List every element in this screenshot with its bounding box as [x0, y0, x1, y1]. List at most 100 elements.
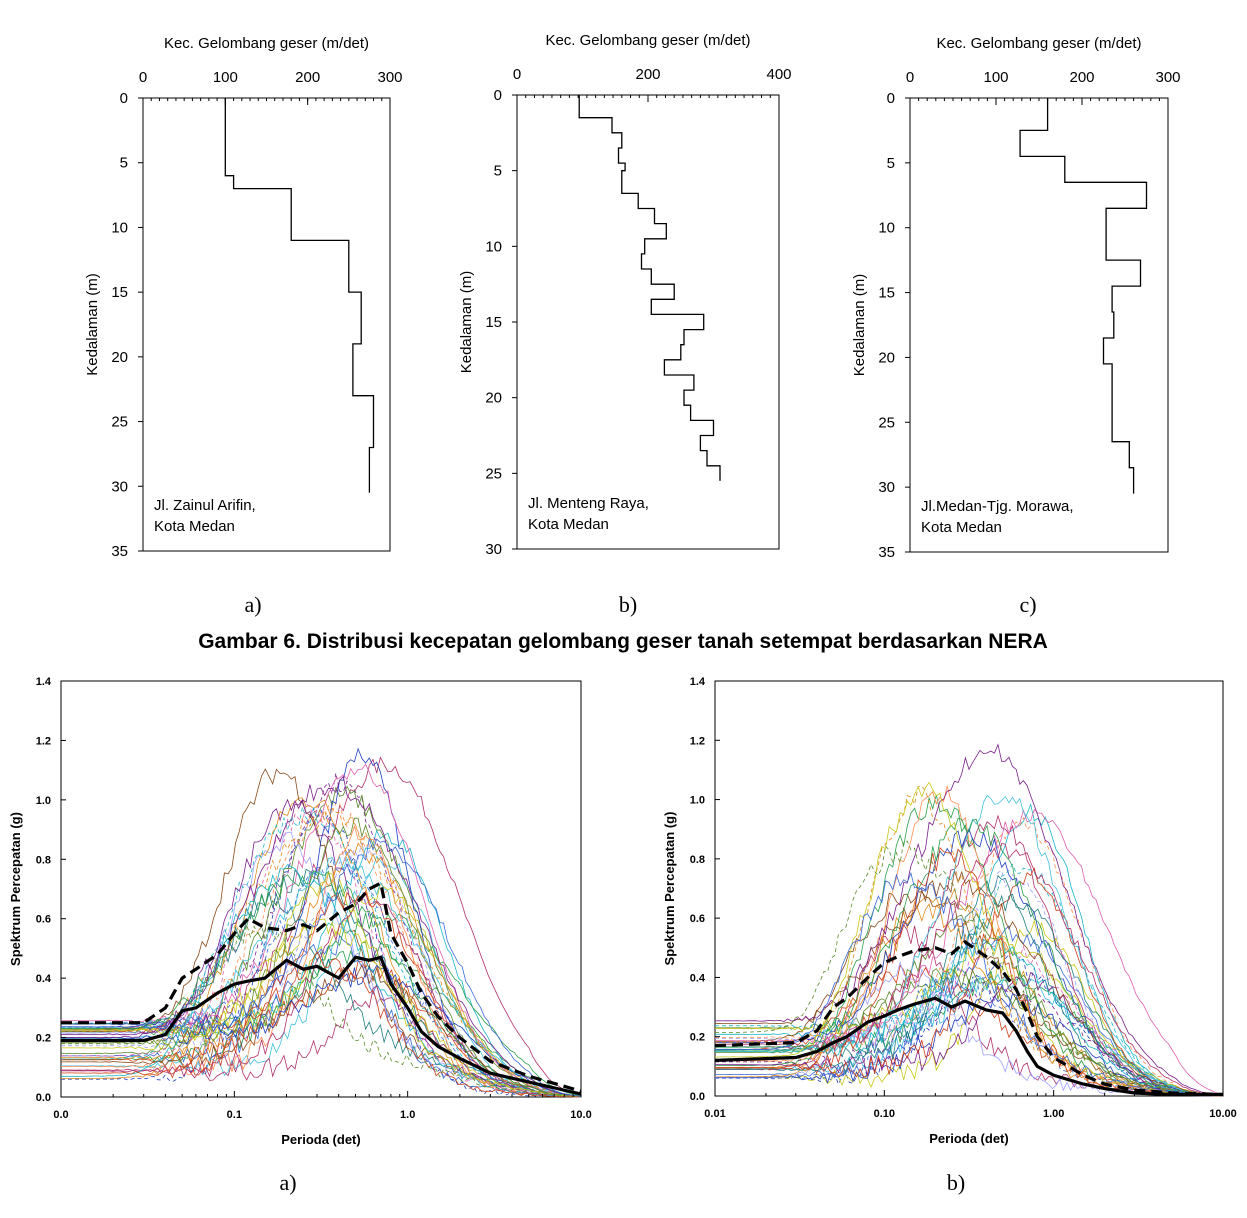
record-spectrum-line [61, 824, 582, 1098]
record-spectrum-line [61, 963, 582, 1097]
record-spectrum-line [715, 935, 1224, 1096]
record-spectrum-line [715, 893, 1224, 1097]
record-spectrum-line [715, 964, 1224, 1097]
plot-frame [516, 94, 780, 550]
x-tick-label: 10.0 [570, 1109, 591, 1121]
record-spectrum-line [61, 891, 582, 1097]
panel-label-6c: c) [1019, 592, 1036, 617]
x-axis-title: Kec. Gelombang geser (m/det) [545, 32, 750, 49]
y-tick-label: 30 [485, 541, 502, 558]
record-spectrum-line [61, 855, 582, 1098]
y-axis-title: Kedalaman (m) [84, 273, 101, 376]
y-tick-label: 0.4 [690, 972, 706, 984]
record-spectrum-line [715, 842, 1224, 1096]
y-tick-label: 5 [120, 155, 128, 172]
y-tick-label: 15 [111, 284, 128, 301]
y-tick-label: 0.4 [36, 973, 52, 985]
y-tick-label: 0.0 [690, 1091, 705, 1103]
record-spectrum-line [61, 798, 582, 1098]
x-tick-label: 200 [1069, 69, 1094, 86]
y-tick-label: 1.0 [690, 795, 705, 807]
y-tick-label: 25 [485, 465, 502, 482]
panel-label-7a: a) [279, 1170, 296, 1195]
record-spectrum-line [61, 775, 582, 1097]
record-spectrum-line [61, 869, 582, 1097]
y-tick-label: 1.4 [36, 676, 52, 688]
record-spectrum-line [715, 971, 1224, 1097]
plot-frame [60, 680, 582, 1098]
response-spectrum-chart-a: 0.0 0.2 0.4 0.6 0.8 1.0 1.2 1.4 0.0 0.1 1.0 10.0 Per… [8, 676, 592, 1147]
record-spectrum-line [60, 951, 582, 1098]
velocity-profile-chart-a: 0 100 200 300 0 5 10 15 20 25 30 35 Kec. Gelombang g… [84, 35, 403, 560]
record-spectrum-line [61, 964, 582, 1097]
y-tick-label: 1.0 [36, 795, 51, 807]
record-spectrum-line [61, 922, 582, 1098]
y-tick-label: 35 [111, 543, 128, 560]
panel-label-6a: a) [244, 592, 261, 617]
y-tick-label: 15 [878, 285, 895, 302]
location-label: Jl. Zainul Arifin, [154, 497, 256, 514]
y-tick-label: 30 [111, 478, 128, 495]
y-tick-label: 1.4 [690, 676, 706, 688]
x-axis-title: Perioda (det) [281, 1132, 360, 1147]
y-tick-label: 10 [111, 219, 128, 236]
mean-plus-sd-spectrum-line [714, 939, 1224, 1097]
record-spectrum-line [715, 973, 1223, 1097]
x-tick-label: 10.00 [1209, 1108, 1237, 1120]
velocity-profile-line [578, 95, 721, 481]
x-tick-label: 100 [213, 69, 238, 86]
x-tick-label: 400 [766, 66, 791, 83]
x-tick-label: 0 [513, 66, 521, 83]
record-spectrum-line [61, 864, 582, 1098]
velocity-profile-chart-b: 0 200 400 0 5 10 15 20 25 30 Kec. Gelombang geser … [458, 32, 792, 558]
record-spectrum-line [715, 982, 1224, 1097]
record-spectrum-line [715, 817, 1224, 1097]
record-spectrum-line [715, 875, 1224, 1097]
x-tick-label: 100 [983, 69, 1008, 86]
location-label: Jl. Menteng Raya, [528, 495, 649, 512]
panel-label-7b: b) [947, 1170, 965, 1195]
y-tick-label: 20 [485, 390, 502, 407]
y-tick-label: 0.2 [690, 1032, 705, 1044]
record-spectrum-line [61, 917, 582, 1098]
x-tick-label: 0.1 [227, 1109, 242, 1121]
velocity-profile-line [224, 98, 375, 493]
y-tick-label: 10 [878, 220, 895, 237]
x-tick-label: 1.00 [1043, 1108, 1064, 1120]
y-tick-label: 0.8 [690, 854, 705, 866]
y-tick-label: 0.0 [36, 1092, 51, 1104]
y-tick-label: 0.8 [36, 854, 51, 866]
x-tick-label: 300 [1155, 69, 1180, 86]
response-spectrum-chart-b: 0.0 0.2 0.4 0.6 0.8 1.0 1.2 1.4 0.01 0.10 1.00 10.0… [662, 676, 1237, 1146]
panel-label-6b: b) [619, 592, 637, 617]
record-spectrum-line [61, 803, 582, 1098]
location-label: Kota Medan [528, 516, 609, 533]
x-tick-label: 200 [295, 69, 320, 86]
y-tick-label: 0 [494, 87, 502, 104]
record-spectrum-line [715, 816, 1224, 1097]
y-tick-label: 0 [887, 90, 895, 107]
y-axis-title: Spektrum Percepatan (g) [662, 812, 677, 966]
record-spectrum-line [714, 863, 1224, 1096]
plot-frame [142, 97, 391, 552]
y-axis-title: Spektrum Percepatan (g) [8, 812, 23, 966]
y-axis-title: Kedalaman (m) [458, 271, 475, 374]
record-spectrum-line [714, 870, 1224, 1096]
record-spectrum-line [61, 872, 582, 1098]
record-spectrum-line [61, 807, 581, 1098]
x-tick-label: 0.0 [53, 1109, 68, 1121]
x-tick-label: 0.01 [704, 1108, 725, 1120]
x-tick-label: 200 [635, 66, 660, 83]
record-spectrum-line [61, 892, 581, 1098]
y-tick-label: 0 [120, 90, 128, 107]
x-axis-title: Kec. Gelombang geser (m/det) [164, 35, 369, 52]
y-tick-label: 5 [887, 155, 895, 172]
y-tick-label: 0.6 [36, 914, 51, 926]
velocity-profile-line [1019, 98, 1148, 494]
x-tick-label: 1.0 [400, 1109, 415, 1121]
x-tick-label: 0.10 [874, 1108, 895, 1120]
ensemble-spectra-group [60, 747, 582, 1098]
y-axis-title: Kedalaman (m) [851, 274, 868, 377]
x-axis-title: Perioda (det) [929, 1131, 1008, 1146]
